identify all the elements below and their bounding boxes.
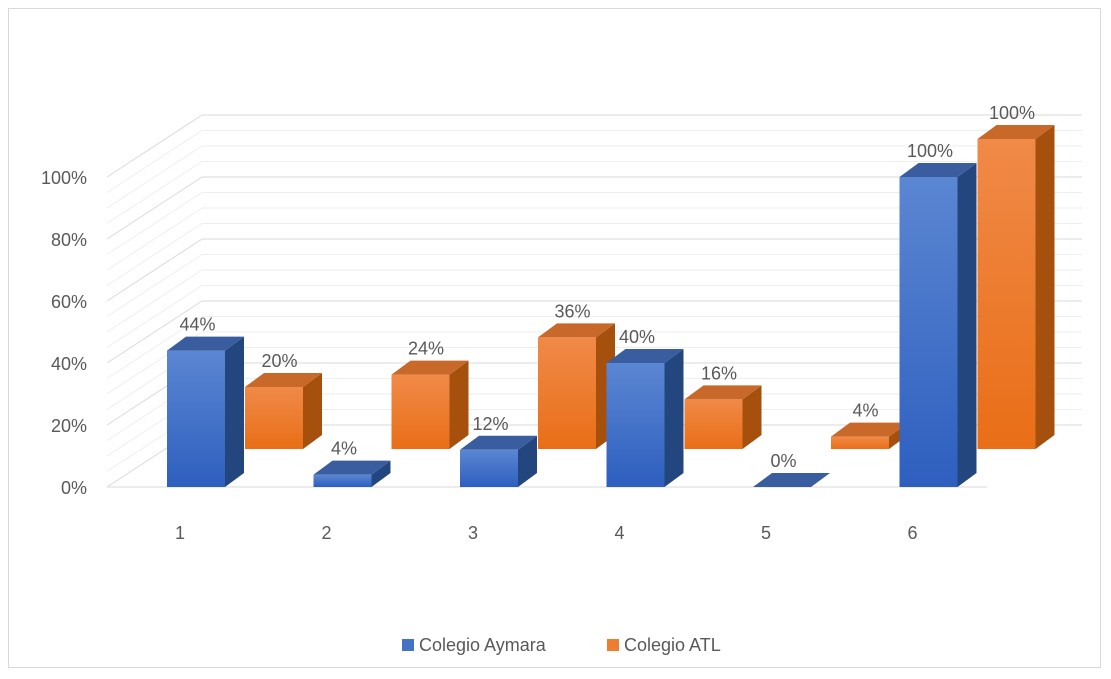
side-minor-gridline bbox=[106, 269, 203, 333]
data-label: 36% bbox=[554, 301, 590, 321]
bar-aymara-5 bbox=[753, 473, 830, 487]
y-tick-label: 0% bbox=[61, 478, 87, 498]
bar-aymara-3 bbox=[460, 435, 537, 487]
bar-side-face bbox=[225, 336, 244, 487]
bar-top-face bbox=[831, 422, 908, 437]
bar-front-face bbox=[245, 387, 303, 449]
x-tick-label: 6 bbox=[907, 523, 917, 543]
x-tick-label: 1 bbox=[175, 523, 185, 543]
legend: Colegio Aymara Colegio ATL bbox=[402, 635, 721, 655]
side-minor-gridline bbox=[106, 316, 203, 379]
side-minor-gridline bbox=[106, 130, 203, 193]
y-tick-label: 80% bbox=[51, 230, 87, 250]
bar-top-face bbox=[606, 349, 684, 363]
y-tick-label: 20% bbox=[51, 416, 87, 436]
bar-top-face bbox=[313, 460, 391, 475]
bar-top-face bbox=[684, 385, 762, 400]
bar-aymara-1 bbox=[167, 336, 244, 487]
bar-atl-1 bbox=[245, 373, 322, 449]
legend-swatch-atl bbox=[607, 639, 619, 651]
legend-label: Colegio ATL bbox=[624, 635, 721, 655]
data-label: 100% bbox=[989, 103, 1035, 123]
bar-side-face bbox=[518, 435, 537, 487]
bar-atl-3 bbox=[538, 323, 615, 449]
x-tick-label: 2 bbox=[321, 523, 331, 543]
bar-chart-3d: 0% 20% 40% 60% 80% 100% 1 2 3 4 5 6 44% 4% 12% 40% 0% 10… bbox=[41, 103, 1082, 655]
legend-swatch-aymara bbox=[402, 639, 414, 651]
data-label: 4% bbox=[331, 439, 357, 459]
bars bbox=[167, 125, 1055, 487]
data-label: 12% bbox=[472, 414, 508, 434]
bar-aymara-6 bbox=[899, 163, 977, 487]
side-minor-gridline bbox=[106, 161, 203, 224]
y-tick-label: 100% bbox=[41, 168, 87, 188]
bar-front-face bbox=[606, 363, 665, 487]
bar-aymara-2 bbox=[313, 460, 391, 487]
bar-atl-6 bbox=[977, 125, 1055, 449]
axes: 0% 20% 40% 60% 80% 100% 1 2 3 4 5 6 bbox=[41, 168, 987, 543]
bar-front-face bbox=[391, 374, 450, 449]
bar-front-face bbox=[538, 337, 596, 449]
bar-side-face bbox=[303, 373, 322, 449]
bar-front-face bbox=[460, 449, 518, 487]
bar-atl-4 bbox=[684, 385, 762, 449]
bar-side-face bbox=[957, 163, 977, 487]
side-minor-gridline bbox=[106, 223, 203, 286]
data-label: 0% bbox=[770, 451, 796, 471]
chart-area: 0% 20% 40% 60% 80% 100% 1 2 3 4 5 6 44% 4% 12% 40% 0% 10… bbox=[8, 8, 1101, 668]
data-label: 40% bbox=[619, 327, 655, 347]
side-minor-gridline bbox=[106, 285, 203, 348]
data-label: 100% bbox=[907, 141, 953, 161]
bar-side-face bbox=[664, 349, 684, 487]
bar-top-face bbox=[245, 373, 322, 387]
bar-top-face bbox=[977, 125, 1055, 139]
side-gridline bbox=[106, 176, 203, 240]
bar-atl-5 bbox=[831, 422, 908, 449]
data-label: 44% bbox=[179, 315, 215, 335]
x-tick-label: 3 bbox=[468, 523, 478, 543]
bar-top-face bbox=[391, 360, 469, 375]
bar-top-face bbox=[460, 435, 537, 450]
y-tick-label: 60% bbox=[51, 292, 87, 312]
bar-top-face bbox=[167, 336, 244, 351]
x-tick-label: 4 bbox=[614, 523, 624, 543]
side-gridline bbox=[106, 300, 203, 364]
side-minor-gridline bbox=[106, 145, 203, 209]
bar-front-face bbox=[899, 177, 958, 487]
bar-side-face bbox=[449, 360, 469, 449]
side-gridline bbox=[106, 238, 203, 302]
y-tick-label: 40% bbox=[51, 354, 87, 374]
side-minor-gridline bbox=[106, 192, 203, 255]
data-label: 16% bbox=[701, 363, 737, 383]
data-label: 4% bbox=[852, 401, 878, 421]
data-label: 24% bbox=[408, 339, 444, 359]
bar-front-face bbox=[977, 139, 1036, 449]
bar-top-face bbox=[899, 163, 977, 177]
bar-side-face bbox=[742, 385, 762, 449]
x-tick-label: 5 bbox=[761, 523, 771, 543]
data-label: 20% bbox=[261, 351, 297, 371]
bar-top-face bbox=[538, 323, 615, 338]
bar-top-face bbox=[753, 473, 830, 487]
data-labels: 44% 4% 12% 40% 0% 100% 20% 24% 36% 16% 4% 100% bbox=[179, 103, 1035, 471]
side-gridline bbox=[106, 114, 203, 178]
bar-front-face bbox=[831, 436, 889, 449]
side-minor-gridline bbox=[106, 254, 203, 317]
bar-aymara-4 bbox=[606, 349, 684, 487]
bar-front-face bbox=[167, 350, 225, 487]
bar-front-face bbox=[684, 399, 743, 449]
bar-side-face bbox=[1035, 125, 1055, 449]
bar-side-face bbox=[371, 460, 391, 487]
bar-front-face bbox=[313, 474, 372, 487]
legend-label: Colegio Aymara bbox=[419, 635, 547, 655]
side-minor-gridline bbox=[106, 207, 203, 271]
bar-atl-2 bbox=[391, 360, 469, 449]
